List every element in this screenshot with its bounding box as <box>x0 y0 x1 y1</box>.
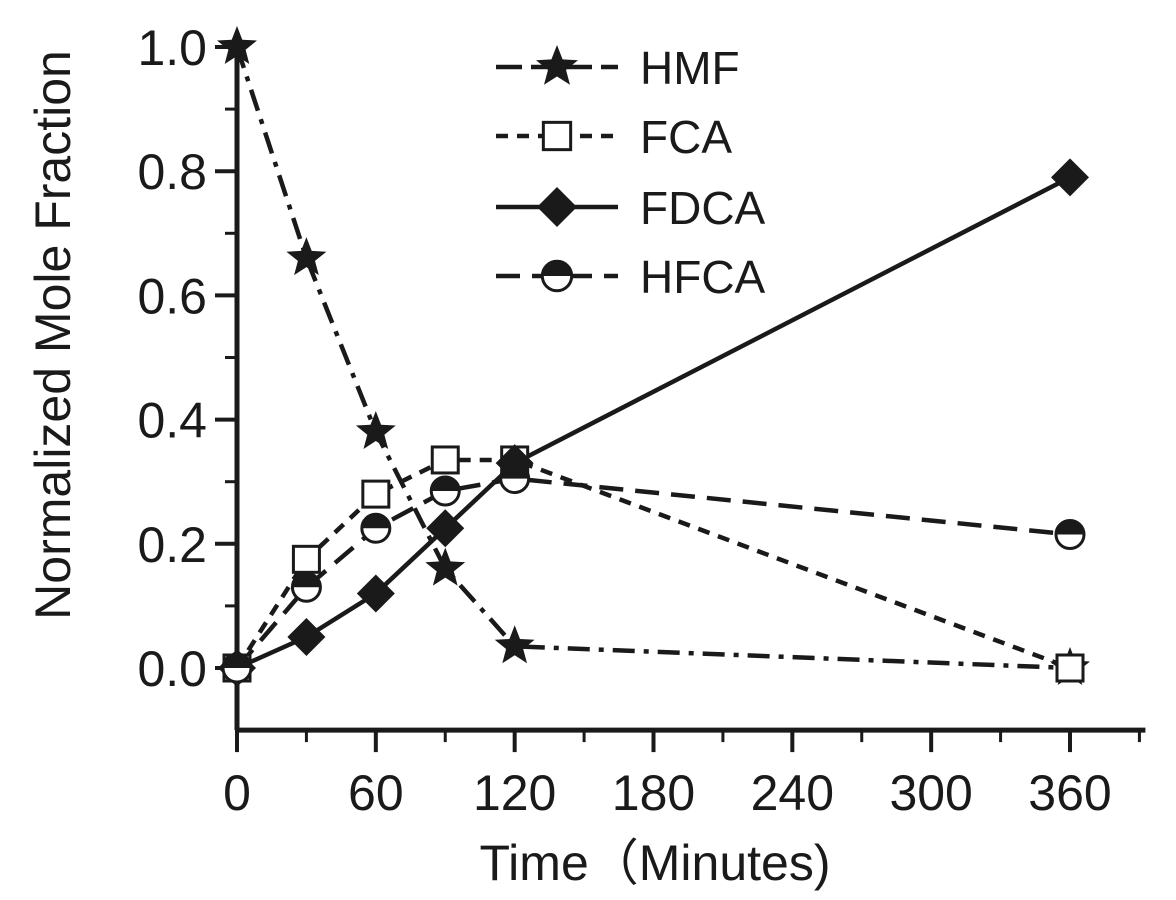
data-point-hfca <box>221 652 253 684</box>
x-tick-label: 300 <box>889 765 972 821</box>
data-point-hfca <box>1054 518 1086 550</box>
legend-label-fca: FCA <box>640 111 732 163</box>
data-point-fdca <box>287 617 326 656</box>
x-tick-label: 240 <box>751 765 834 821</box>
legend-item-hmf: HMF <box>496 42 740 94</box>
marker-fill <box>500 464 529 479</box>
legend-label-hmf: HMF <box>640 42 740 94</box>
data-point-hmf <box>425 547 466 586</box>
x-tick-label: 180 <box>612 765 695 821</box>
data-point-hfca <box>429 475 461 507</box>
data-point-fdca <box>1051 158 1089 197</box>
marker-fill <box>542 261 572 276</box>
marker-fill <box>1056 520 1084 535</box>
y-tick-label: 0.8 <box>137 144 207 200</box>
y-tick-label: 1.0 <box>137 20 207 76</box>
marker-fill <box>223 654 251 668</box>
series-layer <box>217 26 1090 687</box>
y-tick-label: 0.6 <box>137 268 207 324</box>
x-tick-label: 0 <box>223 765 251 821</box>
x-axis-title: Time（Minutes) <box>480 835 831 891</box>
marker-fill <box>361 514 390 529</box>
series-line-hfca <box>235 476 1071 670</box>
x-tick-label: 360 <box>1028 765 1111 821</box>
data-point-fca <box>291 544 321 574</box>
data-point-fca <box>1055 653 1085 683</box>
x-tick-label: 60 <box>348 765 404 821</box>
y-tick-label: 0.4 <box>137 393 207 449</box>
legend-marker-hfca <box>540 259 574 293</box>
data-point-hmf <box>217 26 257 64</box>
legend-item-fdca: FDCA <box>496 182 766 234</box>
legend-item-hfca: HFCA <box>496 251 766 303</box>
legend-label-hfca: HFCA <box>640 251 766 303</box>
data-point-fca <box>430 445 460 475</box>
y-axis-title: Normalized Mole Fraction <box>25 50 81 620</box>
legend: HMF FCA FDCA HFCA <box>496 42 766 303</box>
marker-fill <box>292 573 321 588</box>
series-line-hmf <box>234 46 1071 671</box>
data-point-fdca <box>356 574 395 613</box>
data-point-hmf <box>286 237 327 276</box>
data-point-hfca <box>360 512 392 544</box>
y-tick-label: 0.0 <box>137 641 207 697</box>
data-point-fca <box>361 479 391 509</box>
data-point-hmf <box>355 411 396 449</box>
y-tick-label: 0.2 <box>137 517 207 573</box>
x-tick-label: 120 <box>473 765 556 821</box>
data-point-hfca <box>499 463 531 495</box>
data-point-hmf <box>494 625 535 664</box>
data-point-hfca <box>290 571 322 603</box>
legend-item-fca: FCA <box>496 111 732 163</box>
data-point-fdca <box>426 509 465 548</box>
legend-marker-hmf <box>536 45 578 85</box>
legend-label-fdca: FDCA <box>640 182 766 234</box>
legend-marker-fdca <box>537 187 577 227</box>
marker-fill <box>431 477 460 492</box>
legend-marker-fca <box>541 120 573 152</box>
